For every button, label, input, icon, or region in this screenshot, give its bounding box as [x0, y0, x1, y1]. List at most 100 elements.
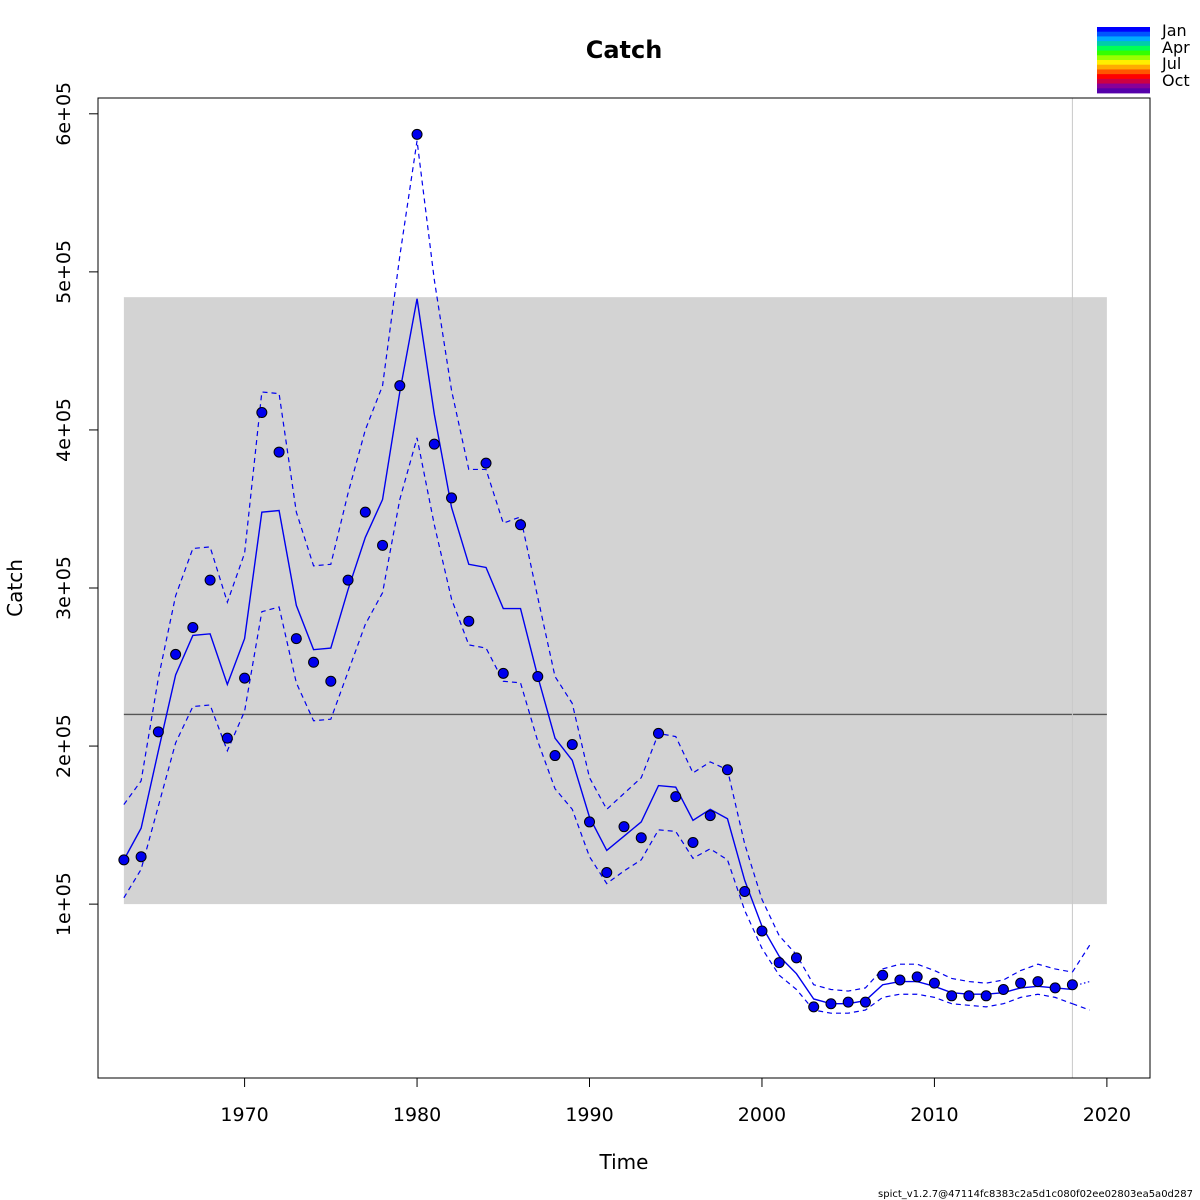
- observed-point: [428, 438, 440, 450]
- legend: Jan Apr Jul Oct: [1097, 21, 1190, 94]
- legend-label-oct: Oct: [1162, 71, 1190, 90]
- legend-swatch: [1097, 27, 1150, 33]
- observed-point: [946, 990, 958, 1002]
- observed-point: [842, 996, 854, 1008]
- series-line-forecast: [1072, 981, 1090, 987]
- observed-point: [601, 867, 613, 879]
- observed-point: [825, 998, 837, 1010]
- observed-point: [411, 128, 423, 140]
- legend-color-bar: [1097, 27, 1150, 94]
- observed-point: [928, 977, 940, 989]
- series-line-forecast-upper: [1071, 944, 1091, 973]
- series-line-lower-ci: [123, 437, 1073, 1014]
- observed-point: [980, 990, 992, 1002]
- observed-point: [239, 672, 251, 684]
- y-tick-label: 3e+05: [53, 556, 75, 620]
- legend-swatch: [1097, 83, 1150, 89]
- observed-point: [377, 539, 389, 551]
- observed-point: [877, 969, 889, 981]
- footer-version: spict_v1.2.7@47114fc8383c2a5d1c080f02ee0…: [878, 1189, 1193, 1200]
- x-tick-label: 2000: [738, 1104, 786, 1126]
- chart-title: Catch: [586, 36, 663, 64]
- legend-swatch: [1097, 50, 1150, 56]
- legend-swatch: [1097, 78, 1150, 84]
- series-line-estimate: [123, 298, 1073, 1005]
- legend-swatch: [1097, 36, 1150, 42]
- observed-point: [721, 764, 733, 776]
- observed-point: [463, 615, 475, 627]
- observed-point: [204, 574, 216, 586]
- observed-point: [1066, 979, 1078, 991]
- observed-point: [1049, 982, 1061, 994]
- legend-label-jan: Jan: [1161, 21, 1187, 40]
- y-tick-label: 2e+05: [53, 714, 75, 778]
- observed-point: [739, 885, 751, 897]
- observed-point: [308, 656, 320, 668]
- x-tick-label: 2020: [1083, 1104, 1131, 1126]
- y-tick-label: 5e+05: [53, 240, 75, 304]
- y-axis-label: Catch: [3, 559, 27, 617]
- legend-label-apr: Apr: [1162, 38, 1190, 57]
- observed-point: [1015, 977, 1027, 989]
- observed-point: [687, 836, 699, 848]
- observed-point: [515, 519, 527, 531]
- legend-swatch: [1097, 41, 1150, 47]
- legend-swatch: [1097, 74, 1150, 80]
- observed-point: [325, 675, 337, 687]
- plot-area: [118, 98, 1107, 1078]
- legend-swatch: [1097, 69, 1150, 75]
- observed-point: [756, 925, 768, 937]
- x-tick-label: 1990: [565, 1104, 613, 1126]
- observed-point: [118, 854, 130, 866]
- observed-point: [790, 952, 802, 964]
- y-tick-label: 4e+05: [53, 398, 75, 462]
- y-tick-label: 6e+05: [53, 82, 75, 146]
- legend-swatch: [1097, 55, 1150, 61]
- observed-point: [446, 492, 458, 504]
- x-tick-label: 1980: [393, 1104, 441, 1126]
- observed-point: [290, 633, 302, 645]
- observed-point: [652, 727, 664, 739]
- observed-point: [480, 457, 492, 469]
- observed-point: [359, 506, 371, 518]
- observed-point: [497, 667, 509, 679]
- observed-point: [256, 407, 268, 419]
- observed-point: [135, 851, 147, 863]
- series-line-upper-ci: [123, 140, 1073, 992]
- observed-point: [635, 832, 647, 844]
- x-tick-label: 2010: [910, 1104, 958, 1126]
- observed-point: [1032, 976, 1044, 988]
- observed-point: [894, 974, 906, 986]
- observed-point: [704, 810, 716, 822]
- observed-point: [152, 726, 164, 738]
- observed-point: [963, 990, 975, 1002]
- observed-point: [618, 821, 630, 833]
- observed-point: [911, 971, 923, 983]
- x-tick-label: 1970: [220, 1104, 268, 1126]
- x-axis-label: Time: [599, 1150, 649, 1174]
- legend-label-jul: Jul: [1161, 54, 1181, 73]
- observed-point: [670, 791, 682, 803]
- observed-point: [170, 648, 182, 660]
- series-line-forecast-lower: [1072, 1003, 1090, 1011]
- observed-point: [394, 380, 406, 392]
- observed-point: [532, 671, 544, 683]
- legend-swatch: [1097, 60, 1150, 66]
- observed-point: [187, 622, 199, 634]
- legend-swatch: [1097, 88, 1150, 94]
- legend-swatch: [1097, 31, 1150, 37]
- observed-point: [808, 1001, 820, 1013]
- x-axis: 1970 1980 1990 2000 2010 2020: [220, 1077, 1131, 1126]
- reference-band: [123, 297, 1107, 905]
- legend-swatch: [1097, 45, 1150, 51]
- legend-swatch: [1097, 64, 1150, 70]
- observed-point: [566, 738, 578, 750]
- observed-point: [273, 446, 285, 458]
- observed-point: [859, 996, 871, 1008]
- observed-point: [342, 574, 354, 586]
- y-tick-label: 1e+05: [53, 872, 75, 936]
- observed-point: [221, 732, 233, 744]
- observed-point: [584, 816, 596, 828]
- observed-point: [773, 957, 785, 969]
